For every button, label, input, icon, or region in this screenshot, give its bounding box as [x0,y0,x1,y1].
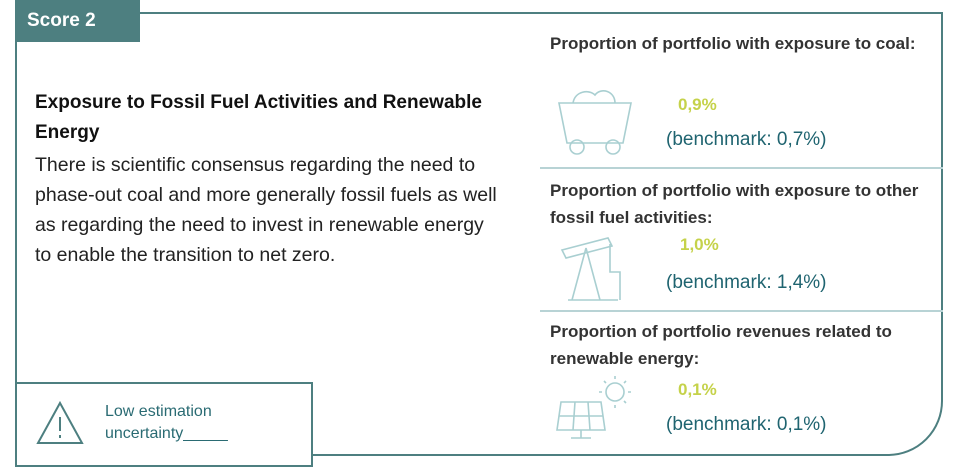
frame [15,12,943,456]
metric-value: 1,0% [680,235,719,254]
score-badge: Score 2 [15,0,140,42]
divider [540,167,943,169]
heading: Exposure to Fossil Fuel Activities and R… [35,92,482,143]
metric-value: 0,9% [678,95,717,114]
solar-icon [556,376,631,439]
metric-benchmark: (benchmark: 0,7%) [666,129,827,150]
metric-benchmark: (benchmark: 1,4%) [666,272,827,293]
warning-icon [36,400,84,444]
metric-title: Proportion of portfolio with exposure to… [550,181,919,227]
body-text: There is scientific consensus regarding … [35,154,497,266]
metric-title: Proportion of portfolio with exposure to… [550,34,916,53]
uncertainty-box: Low estimation uncertainty_____ [15,382,313,467]
metric-value: 0,1% [678,380,717,399]
uncertainty-text: Low estimation uncertainty_____ [105,403,228,442]
metric-title: Proportion of portfolio revenues related… [550,322,892,368]
pumpjack-icon [560,237,621,301]
divider [540,310,943,312]
metric-benchmark: (benchmark: 0,1%) [666,414,827,435]
coal-icon [558,90,632,155]
